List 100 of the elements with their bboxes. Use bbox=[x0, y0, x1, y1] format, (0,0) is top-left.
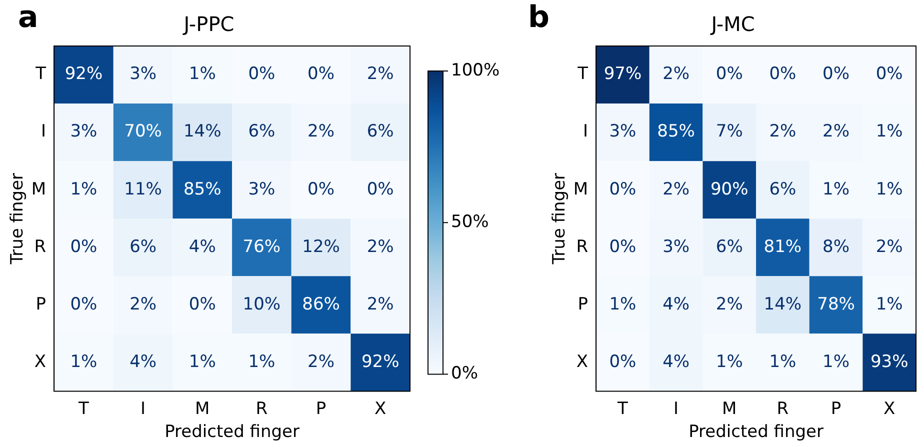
chart-title: J-PPC bbox=[182, 12, 234, 36]
y-tick-label: T bbox=[34, 64, 47, 84]
chart-title: J-MC bbox=[709, 12, 755, 36]
data-label: 6% bbox=[716, 236, 743, 257]
data-label: 1% bbox=[822, 179, 850, 200]
data-label: 3% bbox=[248, 179, 276, 200]
data-label: 2% bbox=[769, 122, 796, 142]
x-tick-label: M bbox=[722, 398, 737, 419]
data-label: 1% bbox=[876, 179, 903, 200]
data-label: 1% bbox=[70, 179, 98, 200]
x-axis-title: Predicted finger bbox=[688, 422, 824, 442]
data-label: 0% bbox=[248, 64, 276, 84]
x-tick-label: I bbox=[140, 398, 146, 419]
y-axis-title: True finger bbox=[550, 172, 570, 266]
color-bar-label: 0% bbox=[451, 364, 478, 384]
data-label: 97% bbox=[604, 64, 642, 84]
y-tick-label: T bbox=[576, 64, 589, 84]
data-label: 1% bbox=[188, 64, 216, 84]
data-label: 2% bbox=[366, 64, 394, 84]
x-axis-title: Predicted finger bbox=[164, 422, 300, 442]
data-label: 8% bbox=[822, 236, 850, 257]
data-label: 0% bbox=[188, 294, 216, 314]
x-tick-label: T bbox=[616, 398, 629, 419]
data-label: 2% bbox=[308, 122, 335, 142]
data-label: 6% bbox=[130, 236, 157, 257]
data-label: 92% bbox=[361, 352, 400, 372]
text: a bbox=[18, 0, 38, 35]
data-label: 76% bbox=[242, 236, 281, 257]
data-label: 2% bbox=[876, 236, 903, 257]
data-label: 85% bbox=[657, 122, 695, 142]
y-tick-label: P bbox=[36, 294, 46, 314]
data-label: 85% bbox=[183, 179, 222, 200]
x-tick-label: T bbox=[78, 398, 90, 419]
data-label: 0% bbox=[70, 236, 98, 257]
data-label: 12% bbox=[302, 236, 340, 257]
data-label: 1% bbox=[769, 352, 796, 372]
y-tick-label: X bbox=[34, 352, 46, 372]
data-label: 11% bbox=[124, 179, 162, 200]
data-label: 2% bbox=[662, 179, 690, 200]
data-label: 0% bbox=[876, 64, 903, 84]
data-label: 0% bbox=[769, 64, 796, 84]
data-label: 6% bbox=[366, 122, 394, 142]
data-label: 3% bbox=[70, 122, 98, 142]
x-tick-label: X bbox=[884, 398, 896, 419]
data-label: 86% bbox=[302, 294, 340, 314]
data-label: 2% bbox=[308, 352, 335, 372]
data-label: 0% bbox=[366, 179, 394, 200]
y-tick-label: I bbox=[41, 122, 46, 142]
data-label: 7% bbox=[716, 122, 743, 142]
data-label: 4% bbox=[662, 294, 690, 314]
x-tick-label: R bbox=[256, 398, 268, 419]
data-label: 4% bbox=[188, 236, 216, 257]
x-tick-label: M bbox=[195, 398, 210, 419]
color-bar-label: 50% bbox=[451, 212, 489, 232]
data-label: 0% bbox=[308, 64, 335, 84]
data-label: 93% bbox=[870, 352, 908, 372]
data-label: 0% bbox=[609, 236, 636, 257]
x-tick-label: P bbox=[830, 398, 842, 419]
y-tick-label: X bbox=[576, 352, 588, 372]
data-label: 90% bbox=[710, 179, 748, 200]
y-tick-label: R bbox=[34, 236, 46, 257]
data-label: 2% bbox=[662, 64, 690, 84]
data-label: 0% bbox=[822, 64, 850, 84]
data-label: 2% bbox=[716, 294, 743, 314]
data-label: 3% bbox=[609, 122, 636, 142]
data-label: 3% bbox=[662, 236, 690, 257]
data-label: 3% bbox=[130, 64, 157, 84]
data-label: 4% bbox=[130, 352, 157, 372]
data-label: 0% bbox=[609, 179, 636, 200]
data-label: 70% bbox=[124, 122, 162, 142]
data-label: 1% bbox=[248, 352, 276, 372]
data-label: 14% bbox=[764, 294, 802, 314]
data-label: 14% bbox=[183, 122, 222, 142]
x-tick-label: I bbox=[674, 398, 679, 419]
color-bar-label: 100% bbox=[451, 60, 500, 80]
data-label: 6% bbox=[248, 122, 276, 142]
data-label: 1% bbox=[70, 352, 98, 372]
data-label: 0% bbox=[609, 352, 636, 372]
data-label: 4% bbox=[662, 352, 690, 372]
x-tick-label: X bbox=[374, 398, 387, 419]
x-tick-label: P bbox=[316, 398, 326, 419]
data-label: 2% bbox=[366, 236, 394, 257]
data-label: 0% bbox=[308, 179, 335, 200]
y-tick-label: P bbox=[578, 294, 588, 314]
data-label: 0% bbox=[716, 64, 743, 84]
data-label: 1% bbox=[188, 352, 216, 372]
x-tick-label: R bbox=[776, 398, 789, 419]
data-label: 78% bbox=[817, 294, 855, 314]
y-tick-label: R bbox=[576, 236, 588, 257]
data-label: 10% bbox=[242, 294, 281, 314]
y-tick-label: M bbox=[573, 179, 588, 200]
data-label: 6% bbox=[769, 179, 796, 200]
y-tick-label: I bbox=[583, 122, 588, 142]
data-label: 1% bbox=[716, 352, 743, 372]
data-label: 81% bbox=[764, 236, 802, 257]
data-label: 1% bbox=[876, 294, 903, 314]
data-label: 1% bbox=[609, 294, 636, 314]
data-label: 2% bbox=[822, 122, 850, 142]
y-axis-title: True finger bbox=[8, 172, 28, 266]
data-label: 92% bbox=[64, 64, 103, 84]
